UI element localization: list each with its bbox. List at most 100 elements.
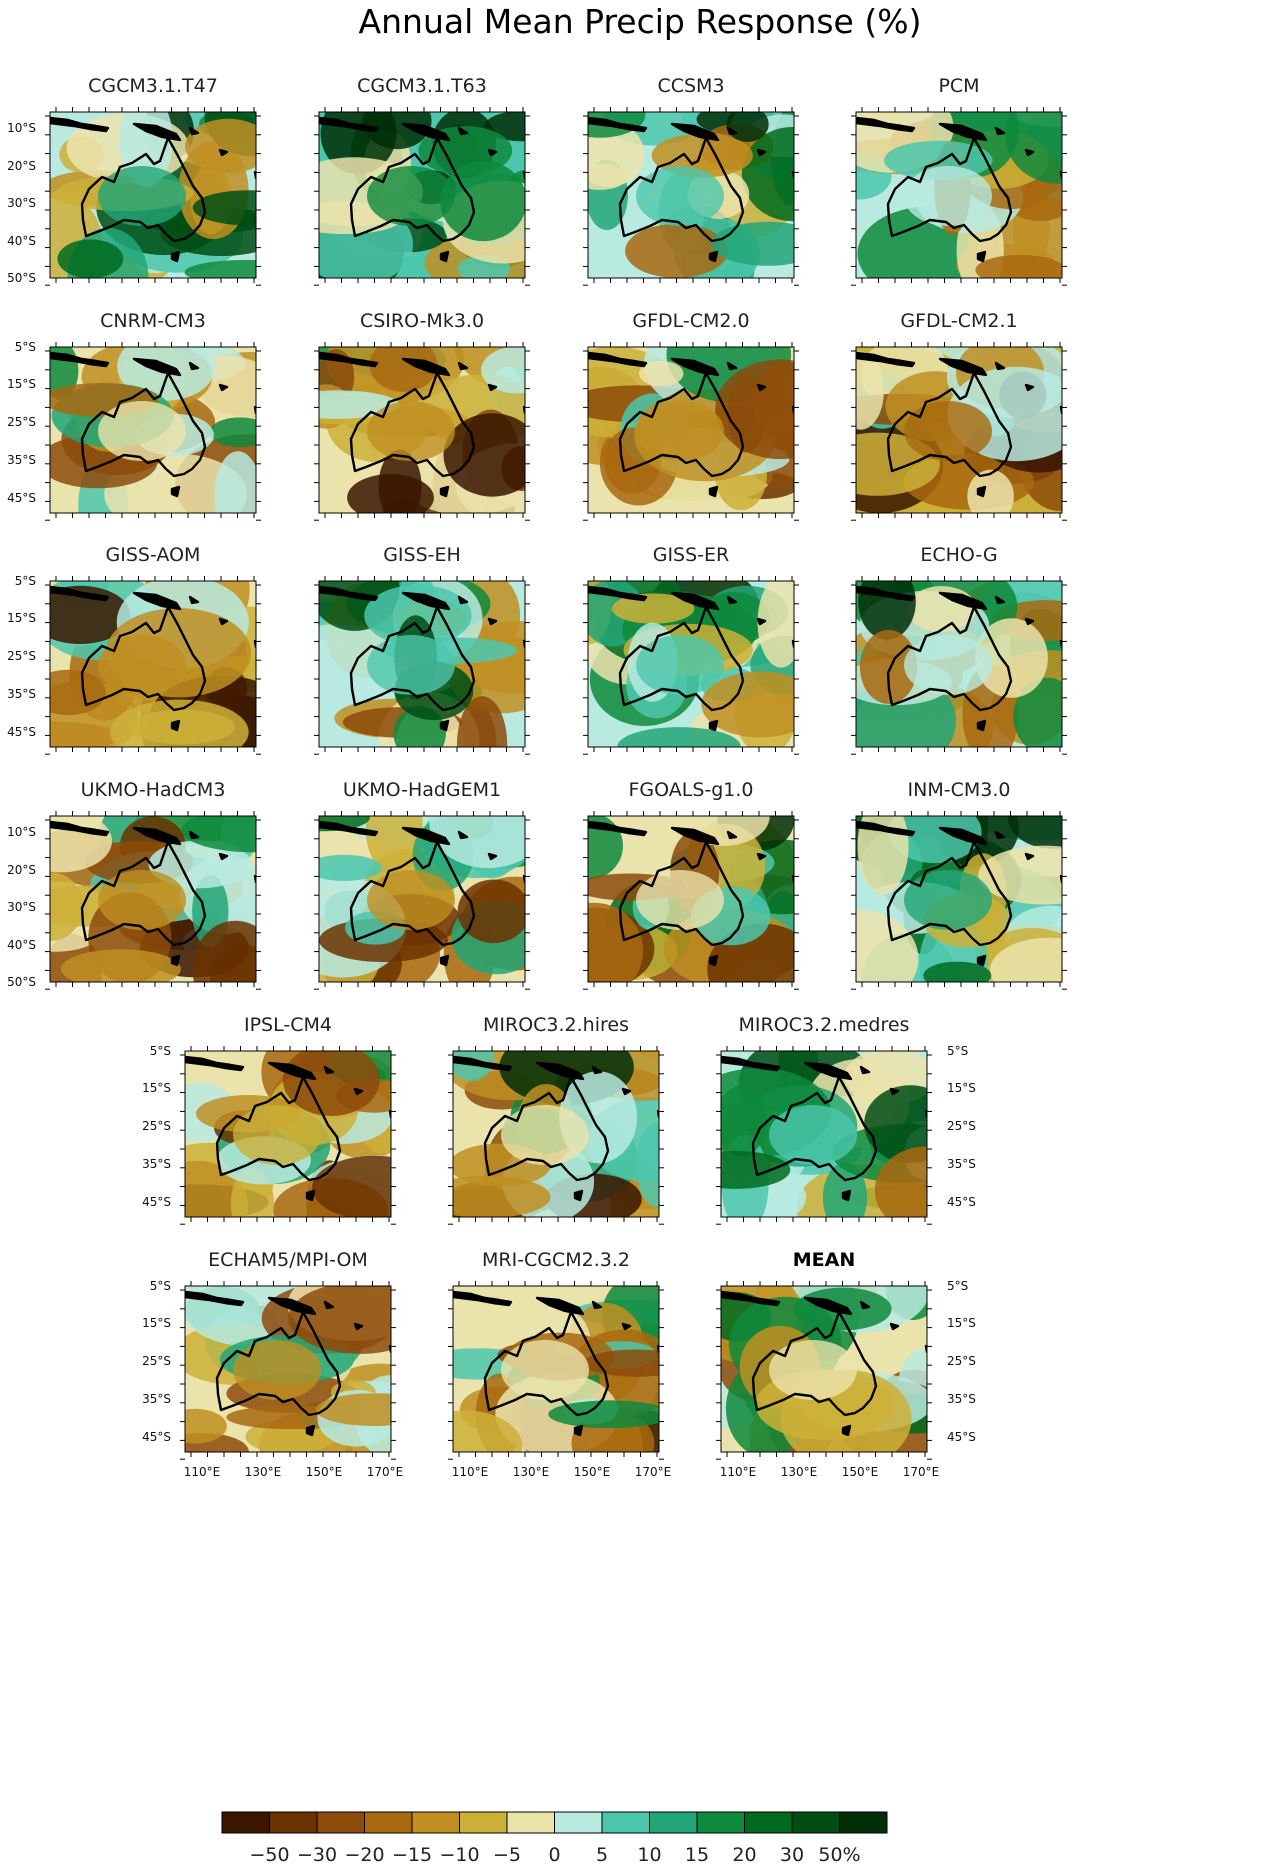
map-panel: CNRM-CM3 5°S 15°S 25°S 35°S 45°S <box>7 310 286 521</box>
contour-region <box>888 816 982 864</box>
contour-region <box>457 879 525 944</box>
latitude-label: 5°S <box>150 1044 171 1058</box>
coastline-nzn <box>269 478 286 502</box>
colorbar-swatch <box>649 1811 698 1834</box>
contour-region <box>741 127 794 222</box>
axis-ticks <box>448 1281 664 1460</box>
panel-title: INM-CM3.0 <box>908 779 1011 801</box>
contour-region <box>192 920 256 982</box>
panel-title: UKMO-HadCM3 <box>81 779 226 801</box>
longitude-label: 110°E <box>452 1465 489 1479</box>
coastline-nzn <box>807 478 824 502</box>
panel-frame <box>720 1285 928 1453</box>
map-panel: IPSL-CM4 5°S 15°S 25°S 35°S 45°S <box>142 1014 396 1225</box>
contour-region <box>319 854 383 881</box>
contour-region <box>181 816 256 853</box>
precip-field <box>588 581 824 747</box>
panel-frame <box>49 580 257 748</box>
precip-field <box>588 112 794 278</box>
latitude-label: 50°S <box>7 975 36 989</box>
precip-field <box>721 1051 927 1217</box>
panel-frame <box>587 111 795 279</box>
longitude-label: 110°E <box>184 1465 221 1479</box>
longitude-label: 150°E <box>306 1465 343 1479</box>
latitude-label: 25°S <box>142 1119 171 1133</box>
contour-region <box>769 1105 857 1165</box>
map-panels: CGCM3.1.T4710°S20°S30°S40°S50°SCGCM3.1.T… <box>7 75 1092 1479</box>
colorbar: −50 −30 −20 −15 −10 −5 0 5 10 15 20 30 50% <box>221 1811 888 1866</box>
contour-region <box>233 1105 321 1165</box>
colorbar-swatch <box>601 1811 650 1834</box>
coastline-nzn <box>1075 243 1092 267</box>
panel-frame <box>855 815 1063 983</box>
coastline-nzn <box>269 712 286 736</box>
colorbar-swatch <box>791 1811 840 1834</box>
colorbar-label: −15 <box>392 1844 432 1866</box>
latitude-label: 5°S <box>15 574 36 588</box>
contour-region <box>98 166 186 226</box>
contour-region <box>588 816 623 880</box>
panel-frame <box>318 815 526 983</box>
latitude-label: 35°S <box>947 1392 976 1406</box>
contour-region <box>367 166 455 226</box>
map-panel: ECHAM5/MPI-OM 5°S 15°S 25°S 35°S 45°S 110°E 130… <box>142 1249 403 1479</box>
map-panel: CGCM3.1.T47 10°S 20°S 30°S 40°S 50°S <box>7 75 261 286</box>
panel-frame <box>184 1285 392 1453</box>
map-panel: GISS-ER <box>583 544 824 755</box>
map-panel: MIROC3.2.medres 5°S 15°S 25°S 35°S 45°S <box>716 1014 976 1225</box>
colorbar-label: −20 <box>344 1844 384 1866</box>
contour-region <box>904 635 992 695</box>
latitude-label: 45°S <box>7 491 36 505</box>
coastline-nzn <box>538 947 555 971</box>
coastline-tas <box>976 954 987 967</box>
map-panel: GISS-EH <box>314 544 555 755</box>
coastline-tas <box>976 250 987 263</box>
contour-region <box>588 112 646 138</box>
latitude-label: 5°S <box>150 1279 171 1293</box>
precip-field <box>50 581 286 747</box>
coastline-tas <box>439 250 450 263</box>
panel-frame <box>587 815 795 983</box>
precip-field <box>588 816 794 982</box>
latitude-label: 15°S <box>142 1316 171 1330</box>
precip-field <box>453 1286 689 1452</box>
coastline-tas <box>170 485 181 498</box>
precip-field <box>50 347 286 513</box>
map-panel: CSIRO-Mk3.0 <box>314 310 530 521</box>
coastline-nzn <box>538 712 555 736</box>
axis-ticks <box>45 576 261 755</box>
precip-field <box>588 347 824 513</box>
axis-ticks <box>851 811 1067 990</box>
panel-frame <box>318 580 526 748</box>
panel-title: UKMO-HadGEM1 <box>343 779 501 801</box>
contour-region <box>635 1122 659 1208</box>
coastline-nzn <box>807 712 824 736</box>
axis-ticks <box>583 107 799 286</box>
contour-region <box>315 1393 391 1426</box>
latitude-label: 15°S <box>947 1316 976 1330</box>
map-panel: PCM <box>851 75 1092 286</box>
coastline-nzn <box>672 1417 689 1441</box>
panel-frame <box>318 111 526 279</box>
latitude-label: 35°S <box>142 1392 171 1406</box>
longitude-label: 170°E <box>635 1465 672 1479</box>
panel-frame <box>720 1050 928 1218</box>
latitude-label: 45°S <box>947 1430 976 1444</box>
contour-region <box>636 870 724 930</box>
coastline-tas <box>305 1424 316 1437</box>
panel-title: CSIRO-Mk3.0 <box>360 310 484 332</box>
contour-region <box>588 163 628 190</box>
map-panel: UKMO-HadCM3 10°S 20°S 30°S 40°S 50°S <box>7 779 286 990</box>
latitude-label: 35°S <box>7 453 36 467</box>
precip-field <box>856 816 1062 982</box>
contour-region <box>859 629 918 704</box>
axis-ticks <box>314 811 530 990</box>
latitude-label: 5°S <box>15 340 36 354</box>
contour-region <box>582 1349 659 1377</box>
panel-title: GISS-ER <box>653 544 730 566</box>
latitude-label: 10°S <box>7 825 36 839</box>
coastline-tas <box>305 1189 316 1202</box>
coastline-nzn <box>269 947 286 971</box>
colorbar-label: −5 <box>493 1844 521 1866</box>
